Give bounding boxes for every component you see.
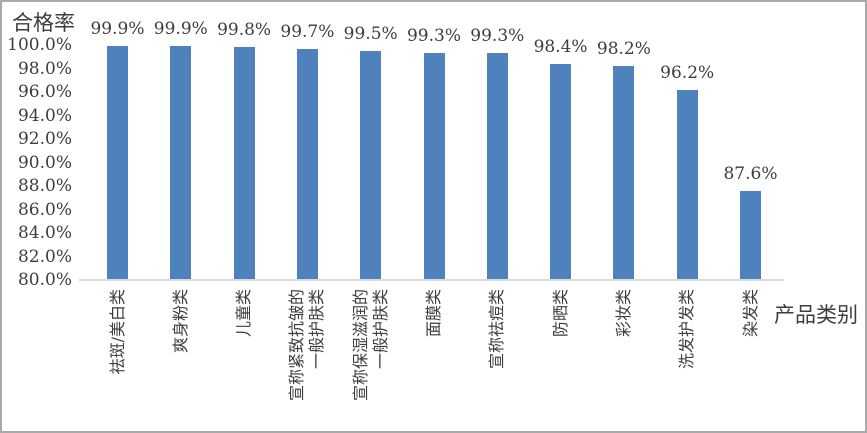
x-axis-title: 产品类别 bbox=[774, 303, 858, 327]
x-category-label: 宣称保湿滋润的 一般护肤类 bbox=[350, 289, 390, 402]
x-axis-line bbox=[79, 279, 784, 281]
y-axis-title: 合格率 bbox=[12, 11, 75, 35]
bar-value-label: 99.3% bbox=[470, 26, 525, 47]
bar-value-label: 99.9% bbox=[90, 19, 145, 40]
bar bbox=[740, 190, 761, 280]
y-tick-label: 88.0% bbox=[17, 176, 72, 196]
x-category-label: 彩妆类 bbox=[613, 289, 633, 338]
y-tick-label: 90.0% bbox=[17, 152, 72, 173]
bar-value-label: 99.8% bbox=[217, 20, 272, 41]
x-category-label: 宣称紧致抗皱的 一般护肤类 bbox=[287, 289, 327, 402]
y-tick-label: 100.0% bbox=[7, 35, 72, 55]
y-tick-label: 92.0% bbox=[17, 129, 72, 149]
bar-value-label: 99.3% bbox=[406, 26, 461, 47]
bar bbox=[233, 47, 255, 280]
bar-value-label: 99.5% bbox=[343, 23, 398, 44]
bar bbox=[676, 89, 698, 280]
bar-value-label: 98.2% bbox=[596, 39, 651, 60]
y-tick-label: 80.0% bbox=[17, 270, 72, 290]
bar-value-label: 99.9% bbox=[153, 19, 208, 40]
bar bbox=[107, 46, 128, 280]
y-tick-label: 84.0% bbox=[17, 223, 72, 243]
bar bbox=[296, 48, 318, 280]
x-category-label: 洗发护发类 bbox=[677, 289, 697, 370]
x-category-label: 爽身粉类 bbox=[170, 289, 190, 354]
bar bbox=[170, 46, 192, 280]
y-tick-label: 96.0% bbox=[17, 82, 72, 102]
bar bbox=[360, 50, 382, 280]
y-tick-label: 94.0% bbox=[17, 105, 72, 126]
bar bbox=[613, 66, 635, 280]
x-category-label: 面膜类 bbox=[424, 289, 443, 338]
y-tick-label: 86.0% bbox=[17, 199, 72, 220]
bar-value-label: 87.6% bbox=[723, 163, 778, 184]
x-category-label: 祛斑/美白类 bbox=[107, 289, 127, 375]
bar bbox=[486, 53, 508, 280]
bar-value-label: 99.7% bbox=[280, 21, 335, 42]
x-category-label: 儿童类 bbox=[234, 289, 254, 338]
x-category-label: 防晒类 bbox=[550, 289, 570, 338]
bar bbox=[550, 63, 572, 280]
y-tick-label: 82.0% bbox=[17, 246, 72, 267]
x-category-label: 染发类 bbox=[740, 289, 760, 338]
bar-value-label: 96.2% bbox=[660, 62, 715, 83]
x-category-label: 宣称祛痘类 bbox=[487, 289, 507, 370]
y-tick-label: 98.0% bbox=[17, 58, 72, 79]
bar-value-label: 98.4% bbox=[533, 36, 588, 57]
bar bbox=[423, 53, 445, 280]
